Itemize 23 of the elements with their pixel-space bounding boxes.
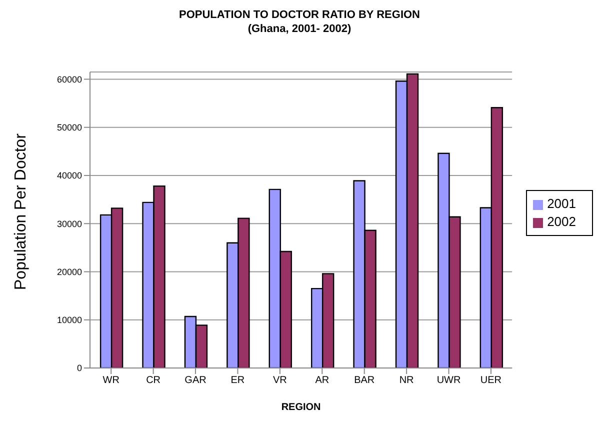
chart-title: POPULATION TO DOCTOR RATIO BY REGION — [178, 8, 421, 22]
y-tick-label: 30000 — [56, 218, 82, 229]
x-tick-label: VR — [272, 375, 287, 386]
y-tick-label: 60000 — [56, 74, 82, 84]
x-tick-label: ER — [230, 375, 245, 386]
x-axis-title: REGION — [281, 402, 321, 413]
legend-label: 2002 — [547, 214, 576, 229]
y-axis-title: Population Per Doctor — [12, 132, 30, 290]
y-tick-label: 10000 — [56, 315, 82, 326]
x-tick-label: NR — [399, 375, 414, 386]
y-tick-label: 50000 — [56, 122, 82, 133]
y-tick-label: 0 — [76, 363, 82, 374]
x-tick-label: BAR — [354, 375, 375, 386]
legend-label: 2001 — [547, 196, 576, 211]
chart-subtitle: (Ghana, 2001- 2002) — [246, 22, 352, 36]
y-tick-label: 20000 — [56, 266, 82, 277]
y-tick-label: 40000 — [56, 170, 82, 181]
x-tick-label: CR — [146, 375, 161, 386]
x-tick-label: UWR — [436, 375, 461, 386]
x-tick-label: WR — [102, 375, 120, 386]
x-tick-label: GAR — [184, 375, 206, 386]
x-tick-label: AR — [315, 375, 330, 386]
x-tick-label: UER — [480, 375, 502, 386]
